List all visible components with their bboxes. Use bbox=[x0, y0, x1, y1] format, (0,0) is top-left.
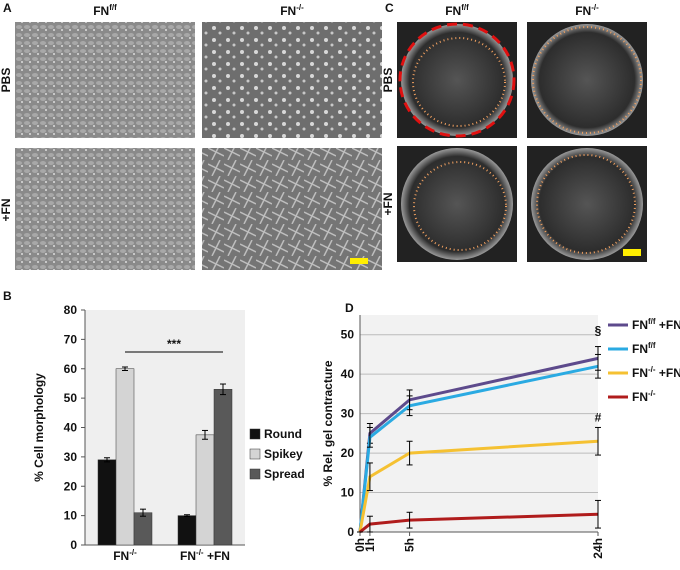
y-tick-label: 10 bbox=[341, 486, 355, 500]
error-bar bbox=[406, 440, 413, 466]
panel-c-images bbox=[397, 22, 647, 262]
error-bar bbox=[202, 429, 208, 440]
x-tick-label: 1h bbox=[363, 538, 377, 552]
row-label: PBS bbox=[0, 68, 13, 93]
y-axis-label: % Cell morphology bbox=[32, 373, 46, 482]
y-tick-label: 50 bbox=[341, 328, 355, 342]
y-tick-label: 40 bbox=[341, 367, 355, 381]
column-label: FN-/- bbox=[280, 3, 304, 18]
y-tick-label: 70 bbox=[64, 332, 78, 346]
bar bbox=[133, 512, 153, 546]
line bbox=[358, 364, 599, 533]
y-tick-label: 60 bbox=[64, 362, 78, 376]
bar bbox=[195, 434, 215, 546]
error-bar bbox=[406, 511, 413, 529]
gel-outline bbox=[413, 161, 507, 251]
column-label: FNf/f bbox=[93, 3, 117, 18]
error-bar bbox=[122, 366, 128, 372]
line bbox=[358, 439, 599, 533]
bar bbox=[97, 459, 117, 546]
legend-label: FNf/f bbox=[632, 341, 656, 356]
y-axis-label: % Rel. gel contracture bbox=[321, 360, 335, 486]
legend-swatch bbox=[249, 448, 261, 460]
error-bar bbox=[184, 514, 190, 518]
legend-label: Spread bbox=[264, 467, 305, 481]
legend-label: FN-/- +FN bbox=[632, 365, 680, 380]
row-label: PBS bbox=[381, 68, 395, 93]
x-tick-label: FN-/- +FN bbox=[180, 548, 230, 563]
micrograph bbox=[202, 22, 382, 138]
y-tick-label: 20 bbox=[64, 479, 78, 493]
y-tick-label: 30 bbox=[64, 450, 78, 464]
error-bar bbox=[595, 426, 601, 456]
error-bar bbox=[366, 426, 373, 448]
panel-label: A bbox=[3, 1, 12, 15]
y-tick-label: 10 bbox=[64, 509, 78, 523]
gel-outline bbox=[412, 37, 506, 127]
annotation: § bbox=[595, 324, 602, 338]
y-tick-label: 40 bbox=[64, 421, 78, 435]
legend-label: Spikey bbox=[264, 447, 303, 461]
line bbox=[359, 512, 599, 534]
error-bar bbox=[220, 383, 226, 396]
scale-bar bbox=[623, 249, 641, 256]
error-bar bbox=[104, 457, 110, 463]
annotation: # bbox=[595, 411, 602, 425]
annotation: *** bbox=[167, 337, 181, 351]
error-bar bbox=[595, 499, 601, 529]
legend-label: Round bbox=[264, 427, 302, 441]
panel-label: D bbox=[345, 301, 354, 315]
gel-outline bbox=[536, 154, 636, 254]
error-bar bbox=[140, 508, 146, 517]
error-bar bbox=[366, 462, 373, 492]
scale-bar bbox=[350, 258, 368, 264]
bar bbox=[213, 389, 233, 546]
legend-swatch bbox=[249, 468, 261, 480]
panel-label: B bbox=[3, 289, 12, 303]
y-tick-label: 50 bbox=[64, 391, 78, 405]
x-tick-label: FN-/- bbox=[113, 548, 137, 563]
y-tick-label: 30 bbox=[341, 407, 355, 421]
micrograph bbox=[202, 148, 382, 270]
error-bar bbox=[366, 515, 373, 533]
panel-a-images bbox=[15, 22, 382, 270]
legend-label: FNf/f +FN bbox=[632, 317, 680, 332]
micrograph bbox=[15, 22, 195, 138]
x-tick-label: 24h bbox=[591, 538, 605, 559]
y-tick-label: 0 bbox=[347, 525, 354, 539]
y-tick-label: 0 bbox=[70, 538, 77, 552]
well-outline bbox=[398, 22, 516, 138]
error-bar bbox=[406, 395, 413, 417]
panel-label: C bbox=[385, 1, 394, 15]
column-label: FN-/- bbox=[575, 3, 599, 18]
bar bbox=[177, 515, 197, 546]
legend-swatch bbox=[249, 428, 261, 440]
row-label: +FN bbox=[381, 192, 395, 215]
y-tick-label: 80 bbox=[64, 303, 78, 317]
micrograph bbox=[15, 148, 195, 270]
plot-background bbox=[360, 315, 598, 532]
row-label: +FN bbox=[0, 198, 13, 221]
column-label: FNf/f bbox=[445, 3, 469, 18]
x-tick-label: 5h bbox=[403, 538, 417, 552]
y-tick-label: 20 bbox=[341, 446, 355, 460]
x-tick-label: 0h bbox=[353, 538, 367, 552]
legend-label: FN-/- bbox=[632, 389, 656, 404]
error-bar bbox=[595, 353, 601, 379]
gel-outline bbox=[532, 26, 642, 134]
bar bbox=[115, 368, 135, 546]
